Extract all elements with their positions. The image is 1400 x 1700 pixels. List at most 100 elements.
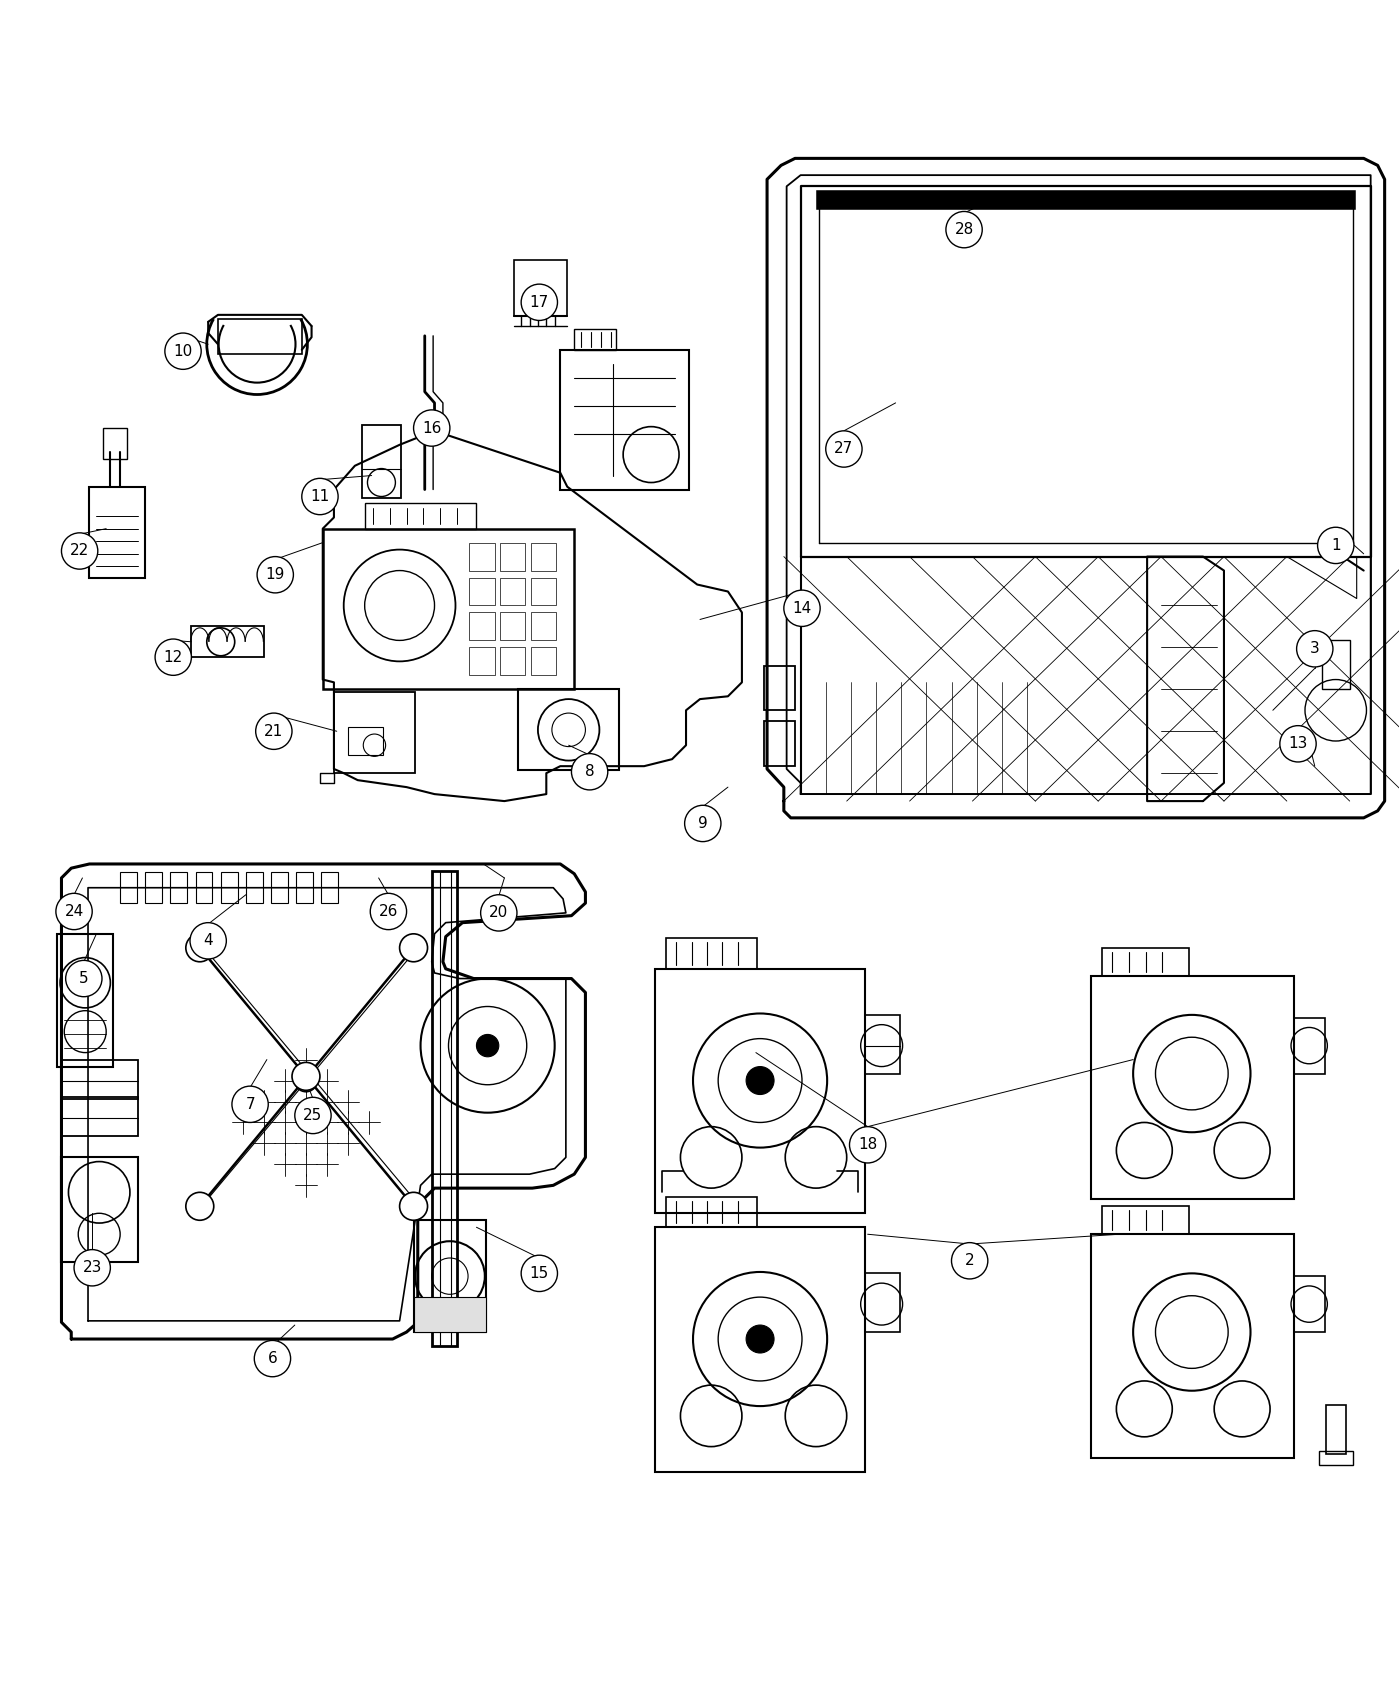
Bar [666,1197,757,1227]
Circle shape [850,1127,886,1163]
Bar [469,542,494,571]
Text: 28: 28 [955,223,973,236]
Bar [1326,1404,1345,1453]
Circle shape [66,960,102,996]
Text: 16: 16 [421,420,441,435]
Text: 15: 15 [529,1266,549,1280]
Text: 20: 20 [489,906,508,920]
Bar [531,542,556,571]
Bar [361,425,400,498]
Text: 25: 25 [304,1108,322,1124]
Bar [1091,976,1294,1198]
Bar [764,721,795,767]
Text: 18: 18 [858,1137,878,1153]
Circle shape [295,1096,332,1134]
Bar [1319,1450,1352,1465]
Circle shape [480,894,517,932]
Text: 14: 14 [792,600,812,615]
Text: 4: 4 [203,933,213,949]
Circle shape [370,892,406,930]
Bar [655,1227,865,1472]
Circle shape [155,639,192,675]
Text: 5: 5 [78,971,88,986]
Circle shape [571,753,608,790]
Circle shape [74,1250,111,1285]
Bar [1102,1207,1189,1234]
Circle shape [302,478,339,515]
Circle shape [521,284,557,321]
Text: 27: 27 [834,442,854,457]
Circle shape [399,933,427,962]
Bar [104,428,127,459]
Bar [500,542,525,571]
Text: 12: 12 [164,649,183,665]
Bar [574,328,616,350]
Bar [1294,1277,1324,1333]
Circle shape [258,556,294,593]
Circle shape [186,933,214,962]
Bar [1102,949,1189,976]
Bar [413,1297,486,1333]
Circle shape [1296,631,1333,666]
Bar [221,872,238,903]
Bar [413,1221,486,1333]
Circle shape [1280,726,1316,762]
Bar [272,872,288,903]
Circle shape [399,1192,427,1221]
Circle shape [946,211,983,248]
Text: 21: 21 [265,724,283,740]
Circle shape [521,1255,557,1292]
Text: 24: 24 [64,904,84,920]
Bar [196,872,213,903]
Text: 7: 7 [245,1096,255,1112]
Bar [469,648,494,675]
Text: 9: 9 [699,816,707,831]
Bar [514,260,567,316]
Bar [865,1015,900,1074]
Circle shape [232,1086,269,1122]
Bar [518,688,619,770]
Bar [297,872,314,903]
Text: 17: 17 [529,294,549,309]
Bar [90,486,146,578]
Circle shape [56,892,92,930]
Text: 22: 22 [70,544,90,559]
Text: 1: 1 [1331,537,1341,553]
Text: 10: 10 [174,343,193,359]
Circle shape [1317,527,1354,564]
Circle shape [952,1243,988,1278]
Circle shape [413,410,449,445]
Bar [120,872,137,903]
Text: 8: 8 [585,765,595,779]
Bar [364,503,476,529]
Bar [819,194,1352,207]
Circle shape [746,1066,774,1095]
Bar [322,872,339,903]
Bar [1091,1234,1294,1459]
Bar [323,529,574,689]
Circle shape [256,712,293,750]
Bar [500,612,525,641]
Bar [218,320,302,354]
Bar [655,969,865,1214]
Text: 23: 23 [83,1260,102,1275]
Circle shape [190,923,227,959]
Bar [349,728,382,755]
Bar [146,872,162,903]
Bar [431,870,456,1346]
Bar [246,872,263,903]
Circle shape [62,532,98,570]
Text: 3: 3 [1310,641,1320,656]
Bar [62,1096,139,1136]
Bar [62,1158,139,1261]
Bar [1322,641,1350,688]
Bar [469,578,494,605]
Bar [560,350,689,490]
Text: 2: 2 [965,1253,974,1268]
Bar [531,612,556,641]
Text: 26: 26 [379,904,398,920]
Bar [764,666,795,711]
Bar [666,938,757,969]
Bar [1294,1018,1324,1074]
Circle shape [293,1062,321,1090]
